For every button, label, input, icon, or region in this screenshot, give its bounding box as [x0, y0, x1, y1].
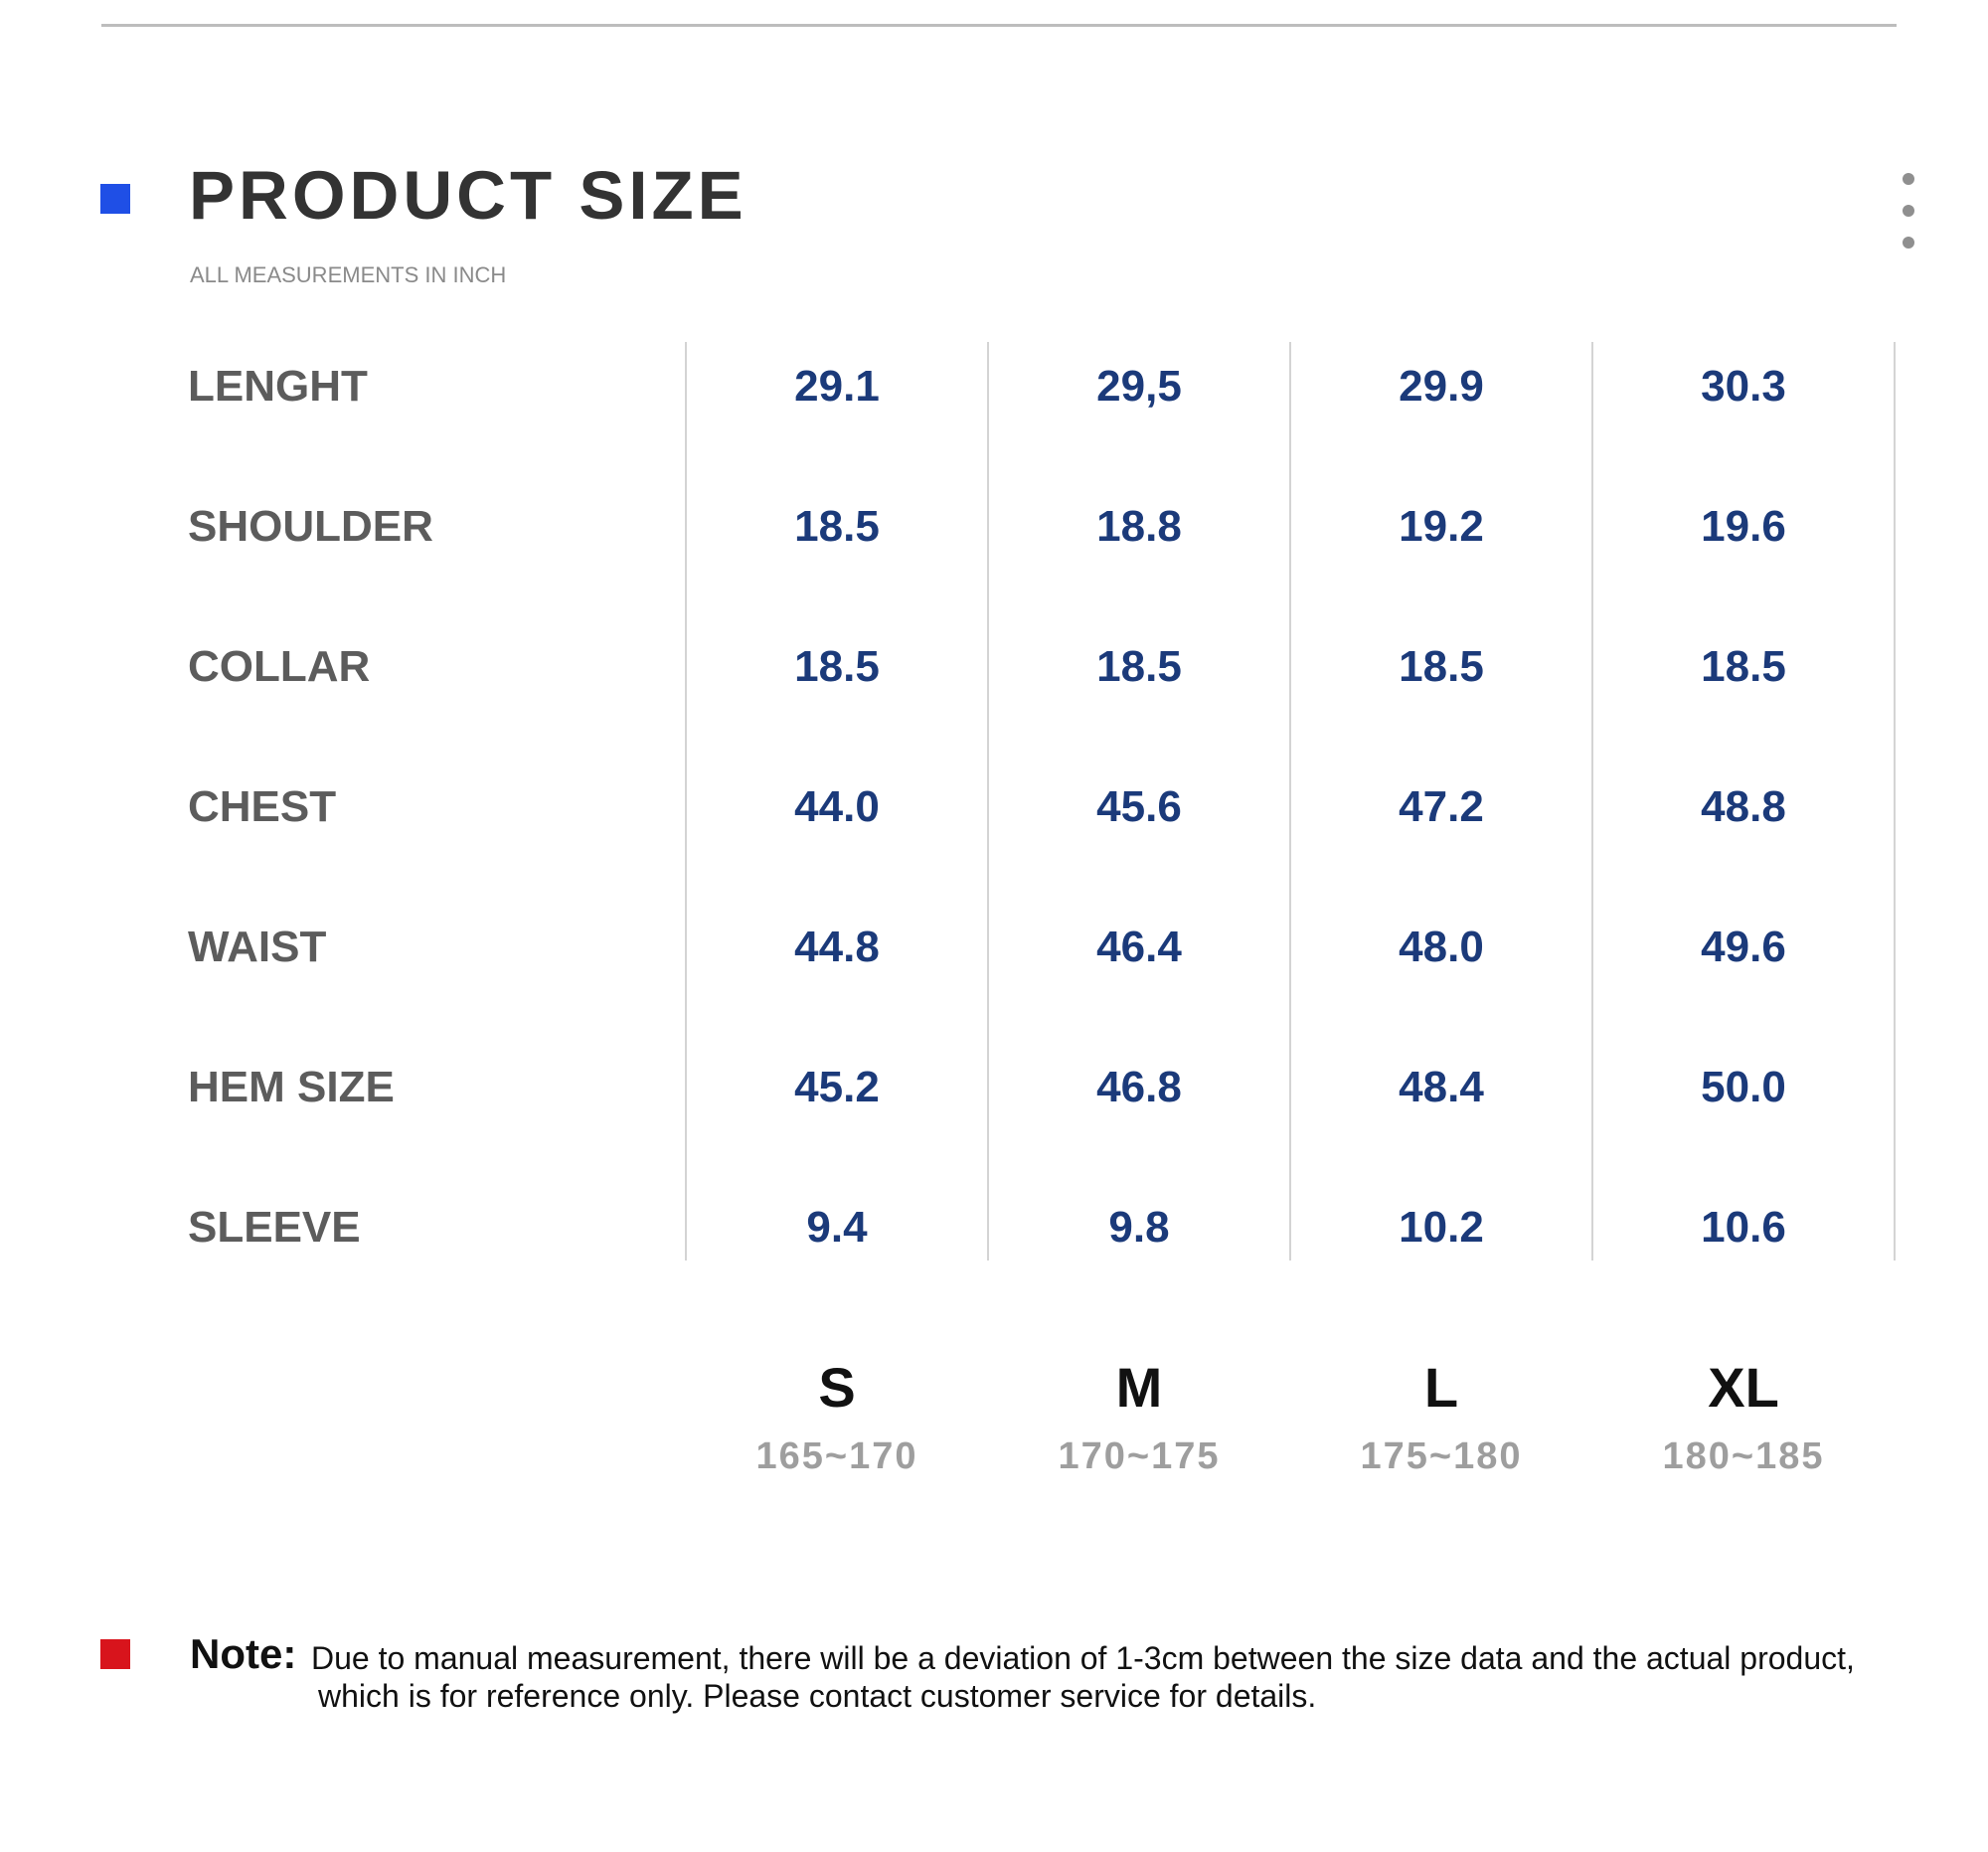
value-cell: 19.2 [1399, 502, 1484, 551]
value-cell: 48.8 [1701, 782, 1786, 831]
value-cell: 47.2 [1399, 782, 1484, 831]
more-vertical-icon[interactable] [1897, 171, 1920, 251]
value-cell: 48.4 [1399, 1063, 1484, 1111]
size-height-range: 180~185 [1662, 1435, 1825, 1477]
value-cell: 45.2 [794, 1063, 880, 1111]
value-cell: 44.8 [794, 923, 880, 971]
value-cell: 49.6 [1701, 923, 1786, 971]
row-label: HEM SIZE [188, 1063, 395, 1111]
size-height-range: 165~170 [755, 1435, 918, 1477]
row-label: LENGHT [188, 362, 368, 411]
measurement-unit-subtitle: ALL MEASUREMENTS IN INCH [190, 262, 507, 287]
size-height-range: 170~175 [1058, 1435, 1221, 1477]
value-cell: 18.8 [1096, 502, 1182, 551]
row-label: SLEEVE [188, 1203, 361, 1252]
column-divider [1289, 342, 1291, 1261]
menu-dot [1903, 205, 1914, 217]
value-cell: 10.6 [1701, 1203, 1786, 1252]
row-label: WAIST [188, 923, 327, 971]
value-cell: 44.0 [794, 782, 880, 831]
note-label: Note: [190, 1630, 297, 1677]
value-cell: 30.3 [1701, 362, 1786, 411]
value-cell: 18.5 [1701, 642, 1786, 691]
row-label: CHEST [188, 782, 337, 831]
menu-dot [1903, 173, 1914, 185]
value-cell: 9.4 [806, 1203, 868, 1252]
value-cell: 9.8 [1108, 1203, 1170, 1252]
column-divider [1894, 342, 1896, 1261]
value-cell: 18.5 [1096, 642, 1182, 691]
size-height-range: 175~180 [1360, 1435, 1523, 1477]
value-cell: 29,5 [1096, 362, 1182, 411]
top-divider [101, 24, 1897, 27]
value-cell: 18.5 [794, 502, 880, 551]
value-cell: 18.5 [794, 642, 880, 691]
column-divider [685, 342, 687, 1261]
value-cell: 46.4 [1096, 923, 1182, 971]
value-cell: 18.5 [1399, 642, 1484, 691]
value-cell: 29.9 [1399, 362, 1484, 411]
value-cell: 10.2 [1399, 1203, 1484, 1252]
value-cell: 48.0 [1399, 923, 1484, 971]
note-text-line-2: which is for reference only. Please cont… [318, 1678, 1317, 1714]
note-marker-square [100, 1639, 130, 1669]
size-name: M [1115, 1356, 1163, 1419]
value-cell: 46.8 [1096, 1063, 1182, 1111]
size-name: L [1423, 1356, 1459, 1419]
value-cell: 19.6 [1701, 502, 1786, 551]
row-label: SHOULDER [188, 502, 433, 551]
size-name: S [818, 1356, 856, 1419]
value-cell: 45.6 [1096, 782, 1182, 831]
note-text-line-1: Due to manual measurement, there will be… [311, 1640, 1855, 1676]
menu-dot [1903, 237, 1914, 249]
column-divider [987, 342, 989, 1261]
title-marker-square [100, 184, 130, 214]
value-cell: 29.1 [794, 362, 880, 411]
size-name: XL [1708, 1356, 1779, 1419]
column-divider [1591, 342, 1593, 1261]
value-cell: 50.0 [1701, 1063, 1786, 1111]
page-title: PRODUCT SIZE [189, 157, 747, 234]
row-label: COLLAR [188, 642, 371, 691]
